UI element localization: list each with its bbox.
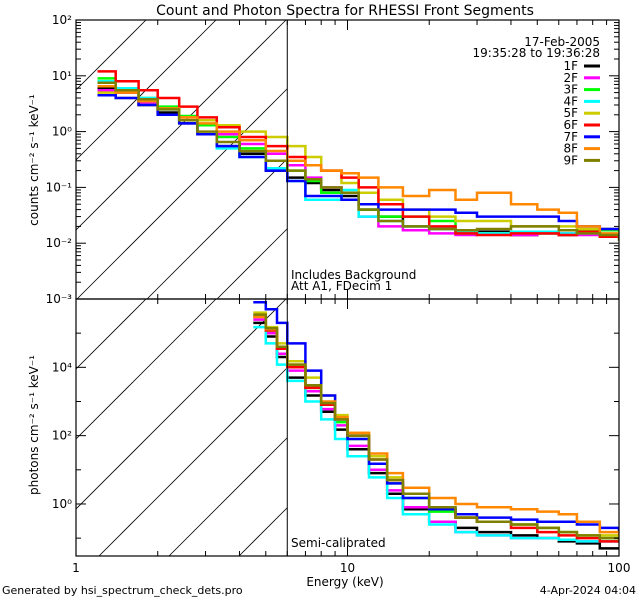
top-hatch-line (146, 158, 288, 299)
legend-label-3F: 3F (563, 83, 578, 97)
bottom-hatch-line (76, 299, 217, 440)
legend-label-2F: 2F (563, 71, 578, 85)
top-series-group (97, 70, 619, 241)
bottom-y-tick-label: 10² (52, 429, 72, 443)
bottom-series-group (253, 301, 619, 550)
top-hatched-region (76, 20, 288, 299)
bottom-series-3F (253, 315, 619, 540)
top-plot-frame (75, 19, 620, 300)
legend-label-7F: 7F (563, 130, 578, 144)
x-tick-label: 1 (72, 561, 80, 575)
bottom-hatch-line (168, 437, 288, 556)
top-hatch-line (216, 228, 288, 299)
bottom-series-7F (253, 301, 619, 533)
top-y-tick-label: 10¹ (52, 69, 72, 83)
bottom-axes: 10⁰ 10² 10⁴ 1 10 100 (52, 298, 631, 575)
bottom-hatch-line (238, 507, 288, 556)
top-axes: 10⁻³ 10⁻² 10⁻¹ 10⁰ 10¹ 10² (46, 13, 620, 306)
top-y-tick-label: 10⁰ (52, 125, 72, 139)
bottom-hatch-line (98, 367, 288, 556)
legend-label-5F: 5F (563, 106, 578, 120)
top-y-tick-label: 10⁻¹ (46, 180, 73, 194)
bottom-series-9F (253, 313, 619, 542)
top-hatch-line (76, 20, 287, 231)
bottom-y-tick-label: 10⁰ (52, 497, 72, 511)
attenuator-annotation: Att A1, FDecim 1 (291, 279, 392, 293)
x-axis-label: Energy (keV) (306, 575, 383, 589)
top-series-9F (97, 81, 619, 241)
legend-label-9F: 9F (563, 153, 578, 167)
bottom-series-8F (253, 315, 619, 536)
legend-label-1F: 1F (563, 59, 578, 73)
legend-label-4F: 4F (563, 94, 578, 108)
top-series-4F (97, 79, 619, 237)
top-y-tick-label: 10⁻² (46, 236, 73, 250)
generated-by-footer: Generated by hsi_spectrum_check_dets.pro (2, 584, 243, 597)
top-y-tick-label: 10² (52, 13, 72, 27)
top-hatch-line (76, 88, 288, 299)
legend-label-6F: 6F (563, 118, 578, 132)
x-tick-label: 100 (608, 561, 631, 575)
x-tick-label: 10 (340, 561, 355, 575)
top-hatch-line (76, 20, 147, 91)
bottom-hatched-region (76, 299, 288, 556)
bottom-series-5F (253, 311, 619, 539)
bottom-hatch-line (76, 299, 147, 370)
chart-title: Count and Photon Spectra for RHESSI Fron… (156, 3, 534, 19)
bottom-y-axis-label: photons cm⁻² s⁻¹ keV⁻¹ (27, 355, 41, 495)
timestamp-footer: 4-Apr-2024 04:04 (540, 584, 636, 597)
semi-calibrated-annotation: Semi-calibrated (291, 536, 386, 550)
legend-label-8F: 8F (563, 142, 578, 156)
background-annotation: Includes Background (291, 268, 416, 282)
date-annotation: 17-Feb-2005 (524, 35, 600, 49)
time-range-annotation: 19:35:28 to 19:36:28 (473, 46, 600, 60)
bottom-y-tick-label: 10⁴ (52, 360, 72, 374)
top-y-tick-label: 10⁻³ (46, 292, 73, 306)
bottom-hatch-line (76, 299, 287, 510)
top-y-axis-label: counts cm⁻² s⁻¹ keV⁻¹ (27, 94, 41, 226)
